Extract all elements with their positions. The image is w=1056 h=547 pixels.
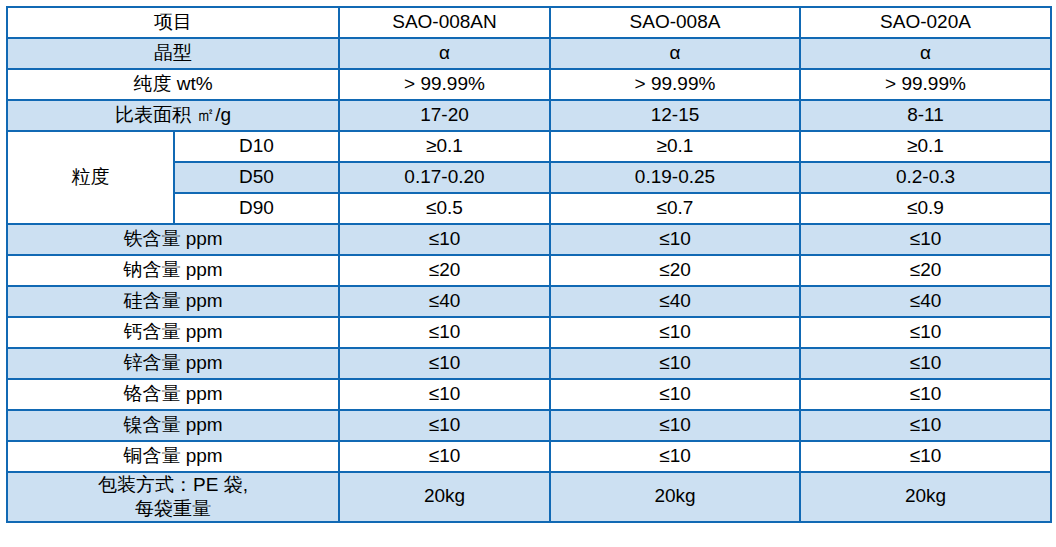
cell-value: ≤20 bbox=[339, 255, 550, 286]
cell-value: 0.17-0.20 bbox=[339, 162, 550, 193]
row-label: 锌含量 ppm bbox=[7, 348, 339, 379]
cell-value: ≥0.1 bbox=[800, 131, 1051, 162]
row-label: 纯度 wt% bbox=[7, 69, 339, 100]
cell-value: ≥0.1 bbox=[550, 131, 800, 162]
row-particle-d10: 粒度 D10 ≥0.1 ≥0.1 ≥0.1 bbox=[7, 131, 1051, 162]
cell-value: ≤10 bbox=[800, 441, 1051, 472]
row-label: 比表面积 ㎡/g bbox=[7, 100, 339, 131]
cell-value: ≤10 bbox=[339, 379, 550, 410]
cell-value: ≤20 bbox=[550, 255, 800, 286]
cell-value: ≤10 bbox=[800, 379, 1051, 410]
row-surface-area: 比表面积 ㎡/g 17-20 12-15 8-11 bbox=[7, 100, 1051, 131]
cell-value: ≤0.9 bbox=[800, 193, 1051, 224]
cell-value: ≤10 bbox=[339, 317, 550, 348]
cell-value: ≤10 bbox=[800, 410, 1051, 441]
row-copper-content: 铜含量 ppm ≤10 ≤10 ≤10 bbox=[7, 441, 1051, 472]
cell-value: ≥0.1 bbox=[339, 131, 550, 162]
cell-value: ≤20 bbox=[800, 255, 1051, 286]
row-crystal-form: 晶型 α α α bbox=[7, 38, 1051, 69]
header-product-sao020a: SAO-020A bbox=[800, 7, 1051, 38]
row-label: 钠含量 ppm bbox=[7, 255, 339, 286]
header-product-sao008an: SAO-008AN bbox=[339, 7, 550, 38]
row-nickel-content: 镍含量 ppm ≤10 ≤10 ≤10 bbox=[7, 410, 1051, 441]
cell-value: ≤10 bbox=[339, 348, 550, 379]
row-packaging: 包装方式：PE 袋, 每袋重量 20kg 20kg 20kg bbox=[7, 472, 1051, 522]
row-label: 铬含量 ppm bbox=[7, 379, 339, 410]
cell-value: ≤10 bbox=[339, 441, 550, 472]
cell-value: 20kg bbox=[339, 472, 550, 522]
row-label: 镍含量 ppm bbox=[7, 410, 339, 441]
cell-value: 8-11 bbox=[800, 100, 1051, 131]
row-label: 钙含量 ppm bbox=[7, 317, 339, 348]
particle-size-group-label: 粒度 bbox=[7, 131, 174, 224]
packaging-label-line2: 每袋重量 bbox=[8, 497, 338, 521]
row-label: 铁含量 ppm bbox=[7, 224, 339, 255]
cell-value: ≤10 bbox=[550, 317, 800, 348]
row-silicon-content: 硅含量 ppm ≤40 ≤40 ≤40 bbox=[7, 286, 1051, 317]
cell-value: ≤10 bbox=[550, 224, 800, 255]
product-spec-table: 项目 SAO-008AN SAO-008A SAO-020A 晶型 α α α … bbox=[6, 6, 1052, 523]
cell-value: > 99.99% bbox=[550, 69, 800, 100]
cell-value: 12-15 bbox=[550, 100, 800, 131]
row-zinc-content: 锌含量 ppm ≤10 ≤10 ≤10 bbox=[7, 348, 1051, 379]
cell-value: 0.19-0.25 bbox=[550, 162, 800, 193]
header-row: 项目 SAO-008AN SAO-008A SAO-020A bbox=[7, 7, 1051, 38]
cell-value: ≤40 bbox=[550, 286, 800, 317]
page: 项目 SAO-008AN SAO-008A SAO-020A 晶型 α α α … bbox=[0, 0, 1056, 547]
cell-value: > 99.99% bbox=[800, 69, 1051, 100]
cell-value: ≤0.7 bbox=[550, 193, 800, 224]
header-item: 项目 bbox=[7, 7, 339, 38]
cell-value: 17-20 bbox=[339, 100, 550, 131]
cell-value: ≤40 bbox=[800, 286, 1051, 317]
cell-value: α bbox=[339, 38, 550, 69]
packaging-label: 包装方式：PE 袋, 每袋重量 bbox=[7, 472, 339, 522]
cell-value: ≤10 bbox=[339, 410, 550, 441]
cell-value: ≤10 bbox=[339, 224, 550, 255]
cell-value: ≤40 bbox=[339, 286, 550, 317]
cell-value: ≤10 bbox=[550, 441, 800, 472]
cell-value: ≤10 bbox=[550, 348, 800, 379]
header-product-sao008a: SAO-008A bbox=[550, 7, 800, 38]
cell-value: 20kg bbox=[800, 472, 1051, 522]
cell-value: α bbox=[800, 38, 1051, 69]
cell-value: 0.2-0.3 bbox=[800, 162, 1051, 193]
packaging-label-line1: 包装方式：PE 袋, bbox=[8, 473, 338, 497]
row-chromium-content: 铬含量 ppm ≤10 ≤10 ≤10 bbox=[7, 379, 1051, 410]
row-iron-content: 铁含量 ppm ≤10 ≤10 ≤10 bbox=[7, 224, 1051, 255]
cell-value: 20kg bbox=[550, 472, 800, 522]
row-calcium-content: 钙含量 ppm ≤10 ≤10 ≤10 bbox=[7, 317, 1051, 348]
cell-value: ≤0.5 bbox=[339, 193, 550, 224]
row-label: 硅含量 ppm bbox=[7, 286, 339, 317]
cell-value: > 99.99% bbox=[339, 69, 550, 100]
row-label: D90 bbox=[174, 193, 339, 224]
cell-value: α bbox=[550, 38, 800, 69]
cell-value: ≤10 bbox=[800, 348, 1051, 379]
cell-value: ≤10 bbox=[550, 410, 800, 441]
cell-value: ≤10 bbox=[800, 224, 1051, 255]
row-sodium-content: 钠含量 ppm ≤20 ≤20 ≤20 bbox=[7, 255, 1051, 286]
cell-value: ≤10 bbox=[800, 317, 1051, 348]
row-purity: 纯度 wt% > 99.99% > 99.99% > 99.99% bbox=[7, 69, 1051, 100]
cell-value: ≤10 bbox=[550, 379, 800, 410]
row-label: D50 bbox=[174, 162, 339, 193]
row-label: 晶型 bbox=[7, 38, 339, 69]
row-label: D10 bbox=[174, 131, 339, 162]
row-label: 铜含量 ppm bbox=[7, 441, 339, 472]
